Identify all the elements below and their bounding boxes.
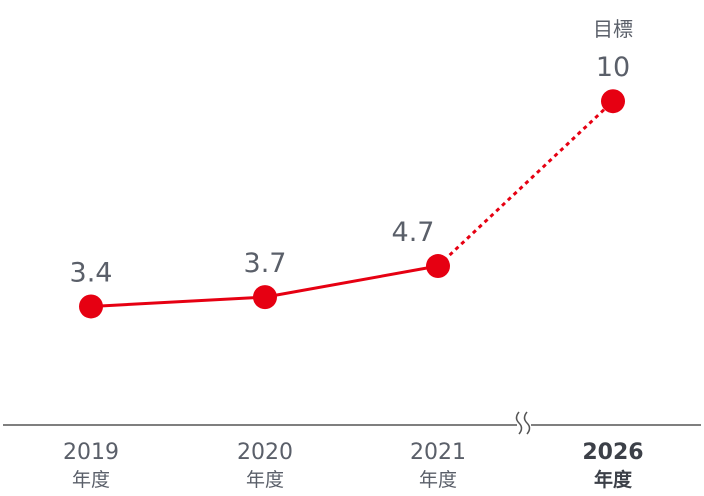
data-point-2019 bbox=[79, 294, 103, 319]
data-label-2026: 10 bbox=[596, 52, 630, 83]
target-label: 目標 bbox=[593, 17, 633, 41]
data-point-2021 bbox=[426, 254, 450, 279]
x-tick-label-2026: 2026 bbox=[582, 440, 643, 465]
projection-line-segment bbox=[436, 100, 615, 268]
x-tick-unit-2021: 年度 bbox=[419, 469, 457, 491]
data-label-2021: 4.7 bbox=[392, 217, 435, 248]
line-segment bbox=[90, 295, 266, 308]
x-tick-unit-2020: 年度 bbox=[246, 469, 284, 491]
x-tick-unit-2019: 年度 bbox=[72, 469, 110, 491]
x-tick-label-2020: 2020 bbox=[237, 440, 293, 465]
x-tick-label-2021: 2021 bbox=[410, 440, 466, 465]
x-tick-unit-2026: 年度 bbox=[594, 468, 633, 491]
axis-break-mark bbox=[515, 410, 531, 440]
x-tick-label-2019: 2019 bbox=[63, 440, 119, 465]
line-segment bbox=[264, 264, 439, 299]
data-label-2020: 3.7 bbox=[244, 248, 287, 279]
data-point-2026 bbox=[601, 89, 625, 114]
data-point-2020 bbox=[253, 285, 277, 310]
data-label-2019: 3.4 bbox=[70, 257, 113, 288]
